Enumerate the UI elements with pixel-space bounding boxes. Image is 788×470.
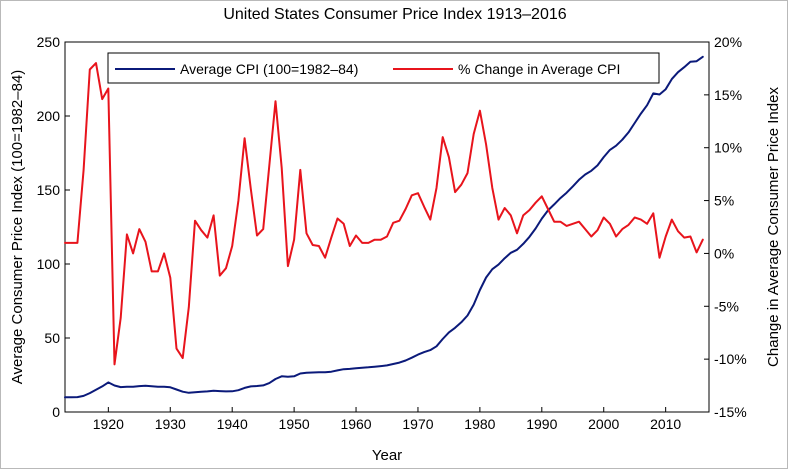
x-tick-label: 1920 [93, 416, 124, 432]
y-left-tick-label: 0 [52, 404, 60, 420]
y-right-tick-label: 0% [714, 245, 734, 261]
y-right-tick-label: 10% [714, 140, 742, 156]
x-tick-label: 1950 [279, 416, 310, 432]
y-right-tick-label: -5% [714, 298, 739, 314]
series-line-avg-cpi [64, 55, 704, 399]
y-right-tick-label: 15% [714, 87, 742, 103]
chart-title: United States Consumer Price Index 1913–… [223, 6, 566, 23]
y-left-tick-label: 200 [37, 108, 61, 124]
y-left-tick-label: 150 [37, 182, 61, 198]
x-axis-title: Year [372, 447, 402, 464]
y-right-tick-label: 5% [714, 193, 734, 209]
x-tick-label: 1960 [340, 416, 371, 432]
y-right-tick-label: -10% [714, 351, 747, 367]
y-axis-right-title: Change in Average Consumer Price Index [765, 87, 782, 367]
y-left-tick-label: 250 [37, 34, 61, 50]
x-tick-label: 1940 [217, 416, 248, 432]
y-left-tick-label: 50 [44, 330, 60, 346]
y-axis-left: 0 50 100 150 200 250 [37, 34, 70, 420]
y-axis-right: -15% -10% -5% 0% 5% 10% 15% 20% [704, 34, 747, 420]
x-axis: 1920 1930 1940 1950 1960 1970 1980 1990 2000 2010 [93, 407, 681, 432]
legend-box [107, 52, 660, 84]
series-lines [64, 55, 704, 399]
y-axis-left-title: Average Consumer Price Index (100=1982–8… [9, 70, 26, 385]
series-line-pct-change [64, 62, 704, 366]
x-tick-label: 2010 [650, 416, 681, 432]
x-tick-label: 2000 [588, 416, 619, 432]
x-tick-label: 1980 [464, 416, 495, 432]
y-right-tick-label: 20% [714, 34, 742, 50]
legend-label-avg-cpi: Average CPI (100=1982–84) [180, 61, 358, 77]
y-right-tick-label: -15% [714, 404, 747, 420]
x-tick-label: 1990 [526, 416, 557, 432]
y-left-tick-label: 100 [37, 256, 61, 272]
x-tick-label: 1930 [155, 416, 186, 432]
legend: Average CPI (100=1982–84) % Change in Av… [107, 52, 660, 84]
legend-label-pct-change: % Change in Average CPI [458, 61, 620, 77]
x-tick-label: 1970 [402, 416, 433, 432]
plot-area [64, 41, 710, 413]
